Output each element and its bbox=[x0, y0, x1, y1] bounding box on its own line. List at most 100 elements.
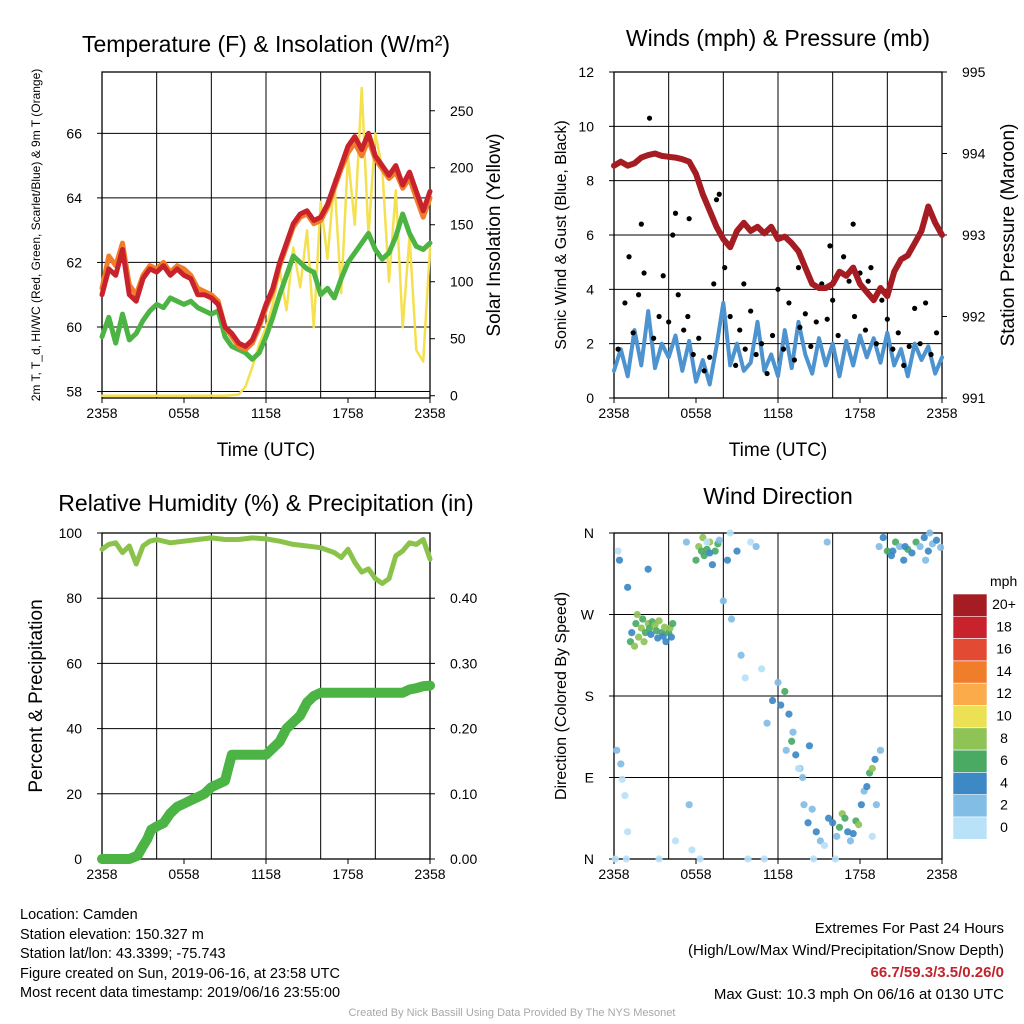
gust-point bbox=[764, 370, 770, 377]
wind-direction-point bbox=[624, 583, 632, 591]
wind-direction-point bbox=[752, 542, 760, 551]
wind-direction-point bbox=[685, 801, 693, 809]
wind-direction-point bbox=[617, 760, 625, 768]
wind-direction-point bbox=[900, 556, 908, 564]
wind-direction-point bbox=[688, 846, 696, 854]
gust-point bbox=[690, 351, 696, 358]
wind-direction-point bbox=[922, 556, 930, 564]
gust-point bbox=[830, 297, 836, 303]
gust-point bbox=[707, 354, 713, 360]
station-elevation: Station elevation: 150.327 m bbox=[20, 926, 204, 943]
colorbar-label: 4 bbox=[1000, 774, 1008, 790]
station-info: Location: Camden Station elevation: 150.… bbox=[20, 906, 340, 1004]
wind-direction-point bbox=[633, 610, 641, 619]
y-axis-label-left: Percent & Precipitation bbox=[26, 599, 47, 792]
wind-direction-point bbox=[733, 547, 741, 555]
gust-point bbox=[879, 297, 885, 303]
wind-direction-point bbox=[926, 529, 934, 537]
wind-direction-point bbox=[823, 538, 831, 546]
wind-direction-point bbox=[875, 542, 883, 551]
gust-point bbox=[651, 335, 657, 341]
figure-created: Figure created on Sun, 2019-06-16, at 23… bbox=[20, 965, 340, 982]
wind-direction-point bbox=[618, 775, 626, 783]
wind-direction-point bbox=[868, 832, 876, 840]
gust-point bbox=[786, 300, 792, 306]
wind-direction-point bbox=[667, 633, 676, 641]
gust-point bbox=[808, 343, 814, 349]
y-tick-label-right: 0.00 bbox=[450, 851, 477, 867]
gust-point bbox=[780, 346, 787, 352]
y-tick-label-left: 60 bbox=[66, 655, 82, 671]
wind-direction-point bbox=[781, 687, 789, 696]
wind-direction-point bbox=[889, 547, 897, 555]
gust-point bbox=[696, 335, 702, 341]
gust-point bbox=[775, 286, 781, 292]
colorbar-swatch bbox=[952, 794, 988, 818]
gust-point bbox=[923, 300, 929, 306]
wind-direction-point bbox=[896, 542, 904, 551]
gust-point bbox=[865, 278, 871, 284]
series-line-solar-insolation bbox=[100, 86, 432, 397]
gust-point bbox=[884, 316, 890, 322]
wind-direction-point bbox=[812, 828, 820, 836]
wind-direction-point bbox=[794, 764, 803, 773]
wind-direction-point bbox=[777, 701, 785, 709]
credit-line: Created By Nick Bassill Using Data Provi… bbox=[348, 1007, 676, 1019]
wind-direction-point bbox=[863, 782, 871, 791]
gust-point bbox=[797, 324, 803, 330]
wind-direction-point bbox=[872, 801, 881, 809]
y-tick-label-left: W bbox=[581, 607, 595, 623]
wind-direction-point bbox=[774, 678, 782, 687]
y-tick-label-right: 994 bbox=[962, 146, 986, 162]
colorbar-swatch bbox=[952, 705, 988, 729]
gust-point bbox=[675, 292, 681, 298]
series-line-2m-t bbox=[99, 130, 433, 349]
y-tick-label-left: 40 bbox=[66, 721, 82, 737]
wind-direction-point bbox=[846, 837, 855, 845]
y-tick-label-right: 991 bbox=[962, 390, 986, 406]
y-axis-label-left: Sonic Wind & Gust (Blue, Black) bbox=[553, 120, 570, 349]
wind-direction-point bbox=[624, 828, 632, 836]
wind-direction-point bbox=[741, 674, 749, 682]
x-tick-label: 0558 bbox=[680, 866, 711, 882]
y-tick-label-left: 100 bbox=[59, 525, 83, 541]
gust-point bbox=[646, 115, 653, 121]
gust-point bbox=[753, 351, 759, 358]
humidity-panel: Relative Humidity (%) & Precipitation (i… bbox=[26, 490, 477, 882]
wind-direction-point bbox=[669, 619, 677, 628]
station-location: Location: Camden bbox=[20, 907, 138, 923]
gust-point bbox=[835, 332, 841, 339]
wind-direction-point bbox=[831, 855, 840, 863]
x-tick-label: 2358 bbox=[926, 866, 957, 882]
gust-point bbox=[672, 210, 679, 216]
wind-direction-point bbox=[844, 828, 852, 836]
gust-point bbox=[727, 313, 733, 320]
wind-direction-point bbox=[744, 855, 752, 863]
x-tick-label: 1158 bbox=[251, 866, 281, 882]
colorbar-label: 2 bbox=[1000, 797, 1008, 813]
wind-direction-point bbox=[737, 651, 745, 659]
wind-direction-point bbox=[622, 855, 630, 863]
x-tick-label: 1158 bbox=[763, 405, 793, 421]
wind-direction-point bbox=[711, 547, 719, 555]
gust-point bbox=[928, 351, 934, 358]
wind-direction-point bbox=[799, 773, 807, 782]
extremes-summary: Extremes For Past 24 Hours (High/Low/Max… bbox=[688, 918, 1004, 1006]
x-tick-label: 1758 bbox=[332, 866, 363, 882]
y-tick-label-left: 80 bbox=[66, 590, 82, 606]
gust-point bbox=[701, 368, 707, 374]
wind-direction-point bbox=[644, 565, 652, 573]
y-tick-label-right: 250 bbox=[450, 103, 474, 119]
wind-direction-point bbox=[805, 742, 814, 750]
x-tick-label: 0558 bbox=[168, 866, 199, 882]
y-tick-label-left: 0 bbox=[586, 390, 594, 406]
wind-direction-point bbox=[758, 665, 766, 673]
wind-direction-point bbox=[871, 755, 879, 763]
x-axis-label: Time (UTC) bbox=[217, 440, 316, 461]
colorbar-swatch bbox=[952, 816, 988, 840]
temperature-panel: Temperature (F) & Insolation (W/m²) 2358 0… bbox=[29, 31, 505, 461]
wind-direction-point bbox=[700, 552, 708, 560]
y-tick-label-left: 66 bbox=[66, 125, 82, 141]
